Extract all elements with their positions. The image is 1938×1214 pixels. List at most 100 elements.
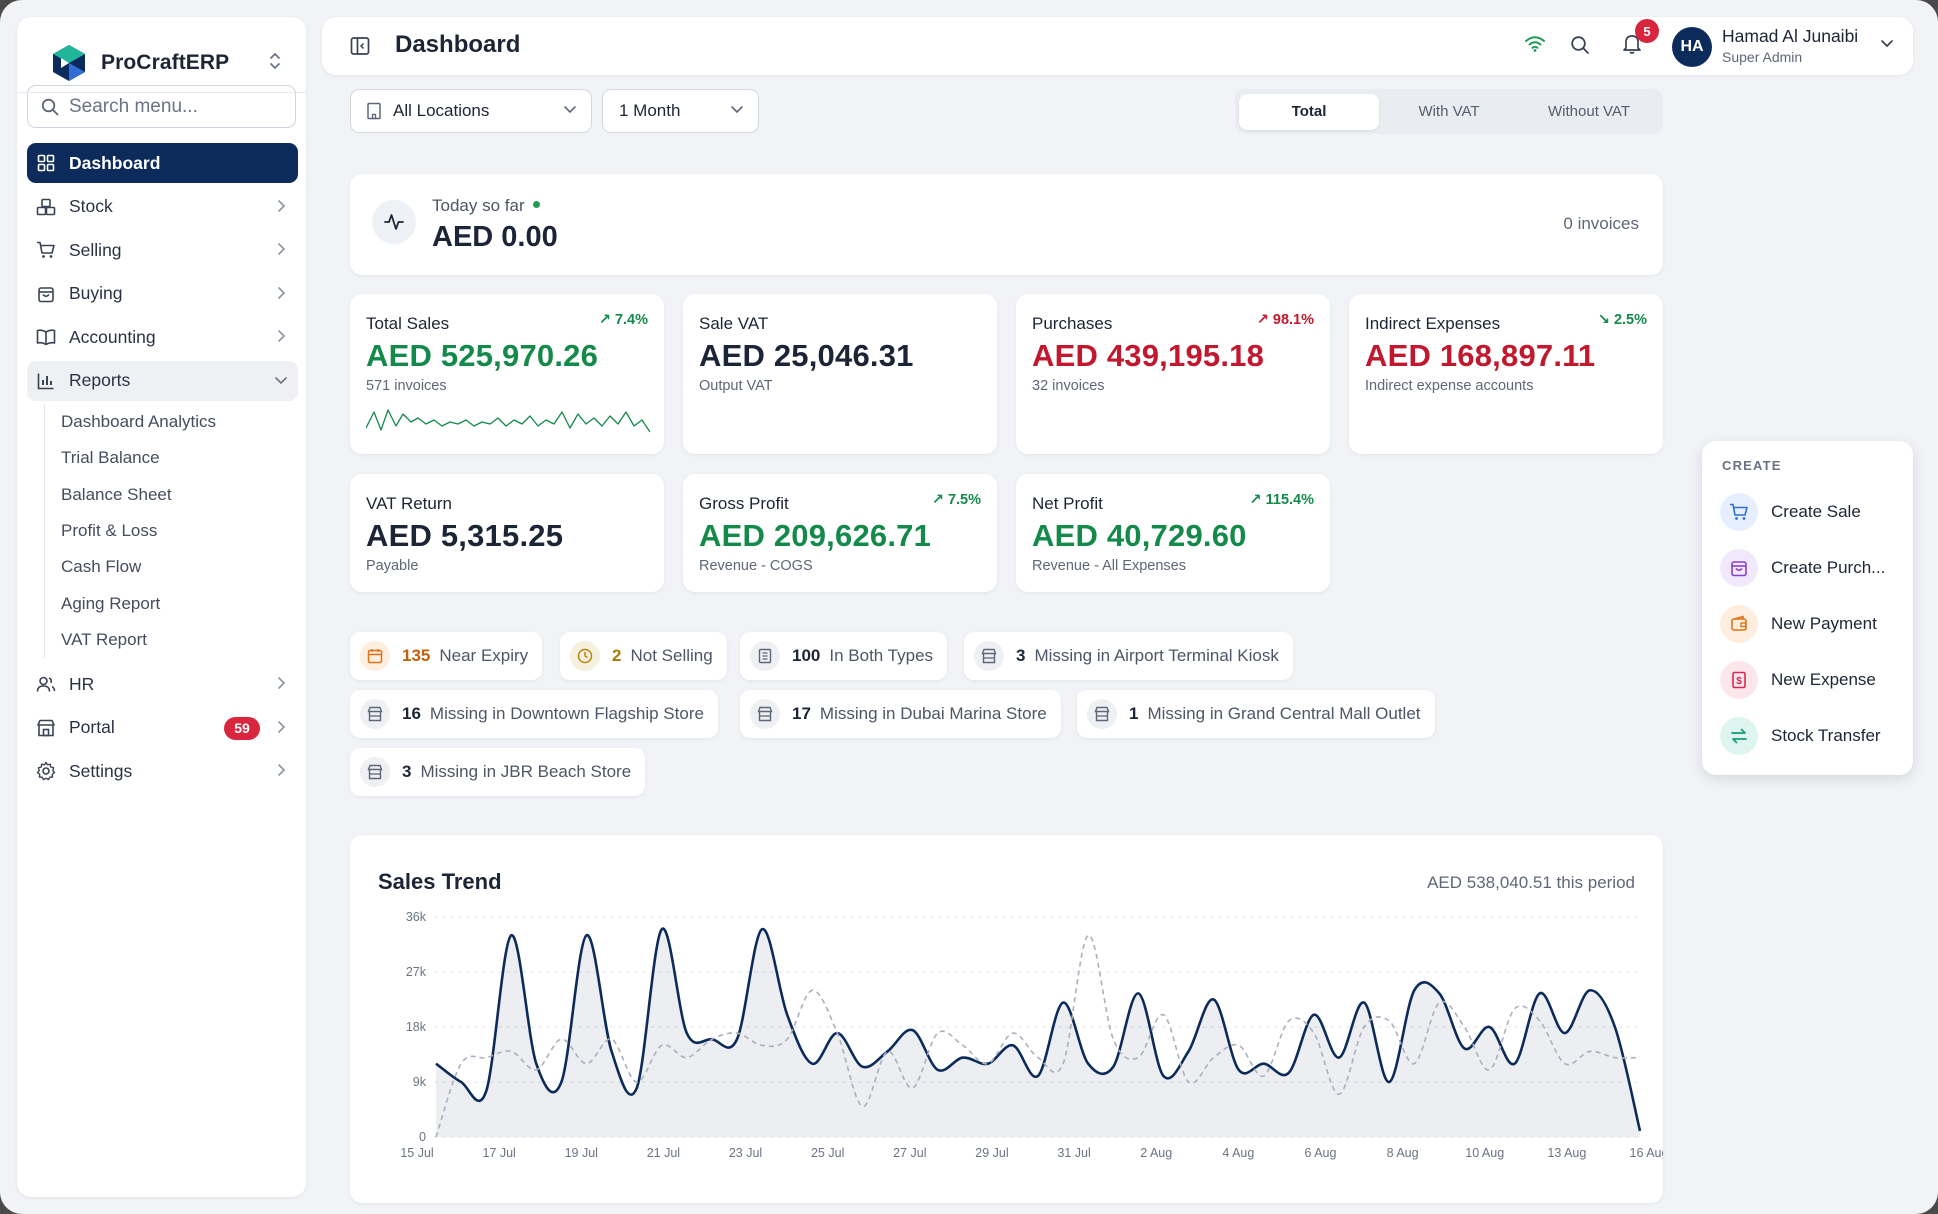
- vat-mode-with-vat[interactable]: With VAT: [1418, 103, 1480, 120]
- kpi-trend-value: 7.4%: [614, 312, 648, 328]
- reports-submenu: Dashboard Analytics Trial Balance Balanc…: [44, 404, 298, 659]
- kpi-subtext: Indirect expense accounts: [1365, 378, 1534, 394]
- chevron-down-icon[interactable]: [1880, 39, 1894, 49]
- create-item-label: Stock Transfer: [1771, 726, 1881, 745]
- create-item-label: Create Sale: [1771, 502, 1861, 521]
- brand-switcher[interactable]: ProCraftERP: [31, 27, 293, 99]
- kpi-subtext: 32 invoices: [1032, 378, 1105, 394]
- sidebar: ProCraftERP Dashboard: [17, 17, 306, 1197]
- chevron-right-icon: [278, 677, 286, 689]
- kpi-total-sales[interactable]: Total Sales ↗ 7.4% AED 525,970.26 571 in…: [350, 294, 664, 454]
- kpi-value: AED 525,970.26: [366, 338, 599, 373]
- alert-chip-missing-airport[interactable]: 3 Missing in Airport Terminal Kiosk: [964, 632, 1293, 680]
- search-box[interactable]: [27, 85, 296, 128]
- sidebar-item-dashboard[interactable]: Dashboard: [27, 143, 298, 183]
- alert-chip-near-expiry[interactable]: 135 Near Expiry: [350, 632, 543, 680]
- alert-chip-missing-marina[interactable]: 17 Missing in Dubai Marina Store: [740, 690, 1061, 738]
- new-payment-button[interactable]: New Payment: [1720, 603, 1910, 645]
- kpi-net-profit[interactable]: Net Profit ↗ 115.4% AED 40,729.60 Revenu…: [1016, 474, 1330, 592]
- store-icon: [360, 757, 390, 787]
- sidebar-subitem[interactable]: Profit & Loss: [61, 521, 158, 541]
- alert-chip-missing-downtown[interactable]: 16 Missing in Downtown Flagship Store: [350, 690, 718, 738]
- store-icon: [1087, 699, 1117, 729]
- vat-mode-without-vat[interactable]: Without VAT: [1548, 103, 1630, 120]
- create-sale-button[interactable]: Create Sale: [1720, 491, 1910, 533]
- search-icon[interactable]: [1570, 35, 1590, 55]
- portal-count-badge: 59: [224, 716, 260, 740]
- create-item-label: New Expense: [1771, 670, 1876, 689]
- x-tick-label: 4 Aug: [1222, 1146, 1254, 1160]
- sidebar-subitem[interactable]: Balance Sheet: [61, 484, 172, 504]
- bell-icon[interactable]: [1622, 33, 1642, 55]
- cart-icon: [1720, 493, 1758, 531]
- sidebar-item-label: HR: [69, 673, 95, 694]
- alert-count: 1: [1129, 704, 1139, 723]
- store-icon: [974, 641, 1004, 671]
- kpi-trend-value: 115.4%: [1265, 492, 1314, 508]
- kpi-value: AED 25,046.31: [699, 338, 914, 373]
- sidebar-subitem[interactable]: Cash Flow: [61, 557, 142, 577]
- grid-icon: [35, 152, 57, 174]
- clock-icon: [570, 641, 600, 671]
- sidebar-item-settings[interactable]: Settings: [27, 751, 298, 791]
- calendar-icon: [360, 641, 390, 671]
- vat-mode-total[interactable]: Total: [1239, 93, 1379, 130]
- x-tick-label: 17 Jul: [482, 1146, 515, 1160]
- sidebar-item-reports[interactable]: Reports: [27, 360, 298, 401]
- y-tick-label: 27k: [406, 965, 427, 979]
- sidebar-subitem[interactable]: Aging Report: [61, 593, 161, 613]
- sidebar-item-label: Stock: [69, 196, 113, 216]
- sidebar-subitem[interactable]: VAT Report: [61, 629, 147, 649]
- user-name[interactable]: Hamad Al Junaibi: [1722, 26, 1859, 46]
- sidebar-item-buying[interactable]: Buying: [27, 274, 298, 314]
- location-select[interactable]: All Locations: [350, 89, 592, 133]
- activity-icon: [372, 200, 416, 244]
- chevron-right-icon: [278, 764, 286, 776]
- kpi-trend: ↗ 98.1%: [1256, 312, 1314, 328]
- kpi-purchases[interactable]: Purchases ↗ 98.1% AED 439,195.18 32 invo…: [1016, 294, 1330, 454]
- x-tick-label: 27 Jul: [893, 1146, 926, 1160]
- store-icon: [35, 717, 57, 739]
- kpi-value: AED 40,729.60: [1032, 518, 1247, 553]
- stock-transfer-button[interactable]: Stock Transfer: [1720, 715, 1910, 757]
- alert-chip-missing-jbr[interactable]: 3 Missing in JBR Beach Store: [350, 748, 646, 796]
- svg-text:$: $: [1736, 676, 1742, 687]
- kpi-sale-vat[interactable]: Sale VAT AED 25,046.31 Output VAT: [683, 294, 997, 454]
- alert-chip-missing-grand-central[interactable]: 1 Missing in Grand Central Mall Outlet: [1077, 690, 1435, 738]
- period-select[interactable]: 1 Month: [602, 89, 759, 133]
- kpi-vat-return[interactable]: VAT Return AED 5,315.25 Payable: [350, 474, 664, 592]
- sidebar-toggle-icon[interactable]: [350, 36, 370, 56]
- kpi-subtext: Payable: [366, 558, 419, 574]
- alert-chip-both-types[interactable]: 100 In Both Types: [740, 632, 948, 680]
- search-input[interactable]: [69, 95, 269, 118]
- y-tick-label: 36k: [406, 910, 427, 924]
- bag-icon: [35, 283, 57, 305]
- new-expense-button[interactable]: $ New Expense: [1720, 659, 1910, 701]
- sidebar-item-label: Buying: [69, 283, 123, 303]
- sidebar-item-stock[interactable]: Stock: [27, 187, 298, 227]
- alert-text: Missing in JBR Beach Store: [420, 762, 632, 781]
- sidebar-item-selling[interactable]: Selling: [27, 230, 298, 270]
- sidebar-item-hr[interactable]: HR: [27, 664, 298, 704]
- sidebar-subitem[interactable]: Dashboard Analytics: [61, 412, 216, 432]
- sidebar-item-accounting[interactable]: Accounting: [27, 317, 298, 357]
- sidebar-subitem[interactable]: Trial Balance: [61, 448, 160, 468]
- x-tick-label: 21 Jul: [647, 1146, 680, 1160]
- search-icon: [41, 98, 59, 115]
- avatar[interactable]: HA: [1672, 27, 1712, 67]
- transfer-icon: [1720, 717, 1758, 755]
- sidebar-item-portal[interactable]: Portal 59: [27, 708, 298, 748]
- create-item-label: Create Purch...: [1771, 558, 1886, 577]
- kpi-indirect-expenses[interactable]: Indirect Expenses ↘ 2.5% AED 168,897.11 …: [1349, 294, 1663, 454]
- create-purchase-button[interactable]: Create Purch...: [1720, 547, 1910, 589]
- alert-chip-not-selling[interactable]: 2 Not Selling: [560, 632, 727, 680]
- kpi-value: AED 168,897.11: [1365, 338, 1596, 373]
- sidebar-item-label: Settings: [69, 760, 133, 781]
- alert-text: Missing in Downtown Flagship Store: [429, 704, 704, 723]
- store-icon: [750, 699, 780, 729]
- kpi-label: Indirect Expenses: [1365, 314, 1501, 333]
- kpi-gross-profit[interactable]: Gross Profit ↗ 7.5% AED 209,626.71 Reven…: [683, 474, 997, 592]
- kpi-label: Purchases: [1032, 314, 1113, 333]
- x-tick-label: 8 Aug: [1387, 1146, 1419, 1160]
